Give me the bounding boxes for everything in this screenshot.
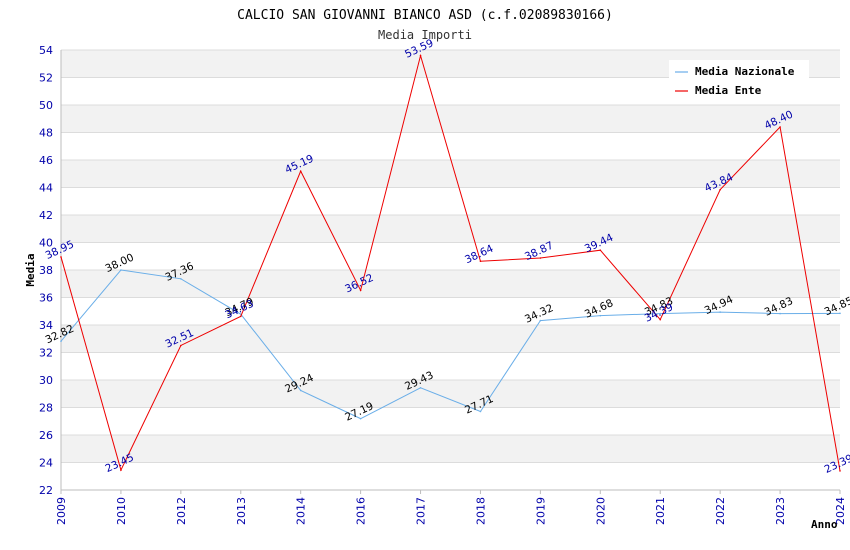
data-point <box>719 188 721 191</box>
x-tick-label: 2019 <box>534 497 547 525</box>
data-point <box>180 278 182 280</box>
y-tick-label: 38 <box>39 264 53 277</box>
band <box>61 105 840 133</box>
data-point <box>419 387 422 389</box>
data-point <box>779 126 781 128</box>
x-tick-label: 2012 <box>175 497 188 525</box>
y-tick-label: 54 <box>39 44 53 57</box>
y-tick-label: 46 <box>39 154 53 167</box>
band <box>61 325 840 353</box>
x-tick-label: 2022 <box>714 497 727 525</box>
band <box>61 132 840 160</box>
data-point <box>659 318 662 321</box>
x-axis-label: Anno <box>811 518 838 531</box>
y-tick-label: 42 <box>39 209 53 222</box>
data-point <box>659 312 662 315</box>
x-tick-label: 2018 <box>474 497 487 525</box>
y-tick-labels: 22 24 26 28 30 32 34 36 38 40 42 44 46 48 50 52 54 <box>39 44 53 497</box>
data-point <box>419 54 422 57</box>
y-tick-label: 44 <box>39 182 53 195</box>
band <box>61 352 840 380</box>
band <box>61 242 840 270</box>
y-tick-label: 36 <box>39 292 53 305</box>
band <box>61 297 840 325</box>
band <box>61 380 840 408</box>
x-tick-label: 2014 <box>295 497 308 525</box>
x-tick-label: 2009 <box>55 497 68 525</box>
band <box>61 215 840 243</box>
x-tick-labels: 2009 2010 2012 2013 2014 2016 2017 2018 2019 2020… <box>55 490 847 525</box>
y-tick-label: 30 <box>39 374 53 387</box>
band <box>61 270 840 298</box>
x-tick-label: 2021 <box>654 497 667 525</box>
axes <box>60 50 840 491</box>
y-tick-label: 24 <box>39 457 53 470</box>
data-point <box>779 312 781 315</box>
series-line-media-ente <box>60 53 841 472</box>
y-axis-label: Media <box>24 253 37 286</box>
chart-title: CALCIO SAN GIOVANNI BIANCO ASD (c.f.0208… <box>237 8 613 23</box>
data-point <box>599 314 602 317</box>
x-tick-label: 2013 <box>235 497 248 525</box>
data-point <box>299 170 302 172</box>
data-point <box>120 269 122 271</box>
data-point <box>539 319 542 322</box>
legend-label-ente: Media Ente <box>695 84 762 97</box>
y-tick-label: 48 <box>39 127 53 140</box>
band <box>61 435 840 463</box>
y-tick-label: 26 <box>39 429 53 442</box>
band <box>61 462 840 490</box>
chart-subtitle: Media Importi <box>378 28 472 42</box>
y-tick-label: 40 <box>39 237 53 250</box>
band <box>61 187 840 215</box>
data-point <box>120 469 122 471</box>
data-point <box>839 312 841 315</box>
x-tick-label: 2020 <box>594 497 607 525</box>
data-point <box>479 410 482 413</box>
data-point <box>359 289 362 292</box>
series-line-media-nazionale <box>60 269 841 420</box>
x-tick-label: 2010 <box>115 497 128 525</box>
y-tick-label: 22 <box>39 484 53 497</box>
x-tick-label: 2024 <box>834 497 847 525</box>
x-tick-label: 2016 <box>355 497 368 525</box>
y-tick-label: 50 <box>39 99 53 112</box>
data-point <box>60 340 62 343</box>
legend-box <box>669 60 809 100</box>
data-point <box>299 389 302 392</box>
series-lines <box>60 53 841 472</box>
data-point <box>839 470 841 472</box>
legend: Media Nazionale Media Ente <box>669 60 809 100</box>
y-tick-label: 28 <box>39 402 53 415</box>
data-point <box>180 344 182 347</box>
y-tick-label: 34 <box>39 319 53 332</box>
x-tick-label: 2017 <box>415 497 428 525</box>
data-point <box>359 417 362 420</box>
y-tick-label: 32 <box>39 347 53 360</box>
data-point <box>60 256 62 258</box>
band <box>61 407 840 435</box>
y-tick-label: 52 <box>39 72 53 85</box>
data-point <box>599 249 602 251</box>
data-point <box>239 315 242 318</box>
legend-label-nazionale: Media Nazionale <box>695 65 795 78</box>
x-tick-label: 2023 <box>774 497 787 525</box>
band <box>61 160 840 188</box>
data-point <box>479 260 482 263</box>
data-point <box>539 257 542 259</box>
data-point <box>719 311 721 313</box>
